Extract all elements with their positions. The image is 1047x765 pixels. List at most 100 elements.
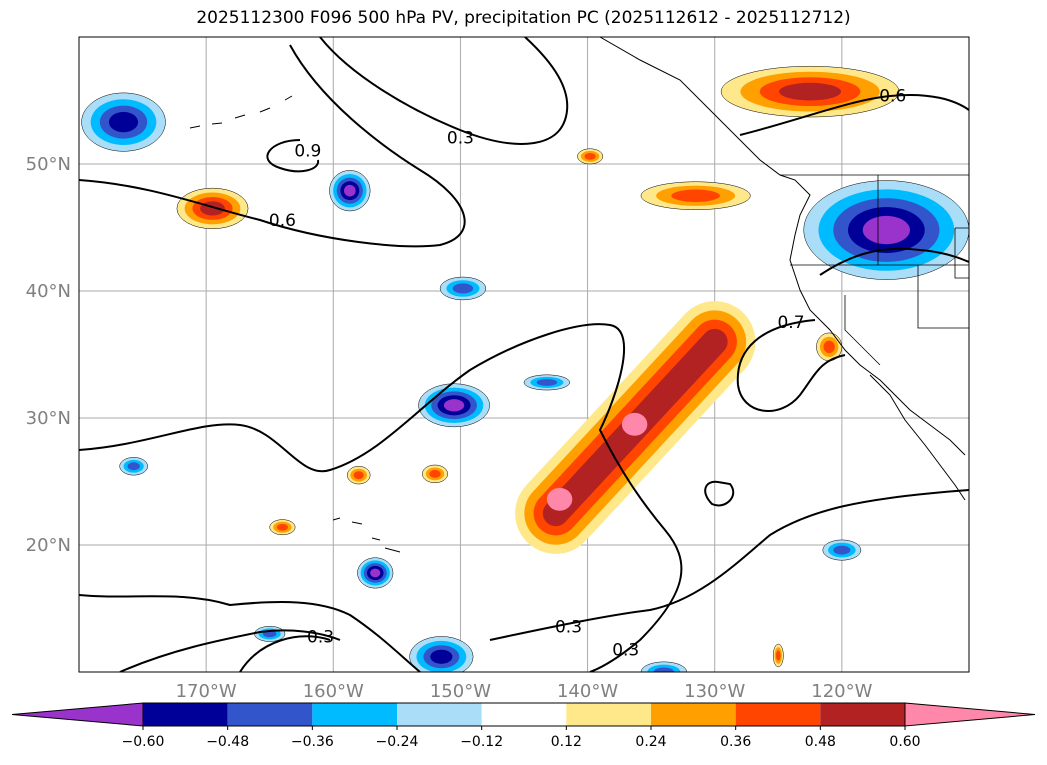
precip-level — [779, 82, 842, 101]
precip-level — [452, 283, 474, 294]
precip-blob — [119, 457, 148, 476]
colorbar-segment — [735, 703, 821, 726]
precip-blob — [176, 187, 249, 230]
contour-label: 0.3 — [555, 618, 582, 638]
contour-label: 0.3 — [447, 129, 474, 149]
x-axis-ticks: 170°W 160°W 150°W 140°W 130°W 120°W — [176, 681, 873, 702]
y-tick-label: 20°N — [26, 535, 71, 556]
x-tick-label: 120°W — [811, 681, 872, 702]
colorbar-tick-label: −0.24 — [376, 734, 419, 750]
colorbar-extend-low — [11, 702, 144, 727]
precip-level — [353, 471, 364, 480]
precip-level — [276, 523, 289, 531]
x-tick-label: 130°W — [684, 681, 745, 702]
contour-0.3-se — [489, 489, 969, 641]
colorbar-extend-high — [904, 702, 1036, 727]
precip-level — [430, 649, 453, 664]
map-frame — [78, 36, 970, 673]
precip-level — [823, 340, 835, 354]
precip-blob — [329, 170, 371, 212]
contour-label: 0.3 — [612, 640, 639, 660]
precip-blob — [422, 464, 448, 484]
precip-level — [443, 399, 465, 412]
pv-contours — [79, 37, 969, 672]
precip-blob — [816, 332, 843, 362]
contour-0.7 — [736, 319, 846, 412]
precip-blob — [822, 539, 862, 561]
precip-level — [536, 379, 558, 386]
x-tick-label: 160°W — [303, 681, 364, 702]
precip-blob — [772, 643, 784, 668]
colorbar-segment — [566, 703, 651, 726]
colorbar-segment — [312, 703, 397, 726]
colorbar-segment — [143, 703, 228, 726]
precip-blob — [640, 661, 687, 672]
alaska-coast — [599, 37, 966, 456]
contour-label: 0.7 — [777, 313, 804, 333]
precip-level — [776, 650, 781, 661]
colorbar-tick-label: −0.36 — [291, 734, 334, 750]
contour-0.6-east — [739, 93, 969, 136]
precip-blob — [357, 557, 394, 589]
contour-label: 0.6 — [879, 87, 906, 107]
contour-label: 0.9 — [294, 141, 321, 161]
precip-level — [671, 189, 720, 202]
precip-blob — [409, 636, 474, 672]
precip-band — [515, 301, 756, 554]
precip-blob — [347, 466, 371, 485]
precip-level — [344, 184, 356, 197]
colorbar: −0.60 −0.48 −0.36 −0.24 −0.12 0.12 0.24 0.36 0.4… — [11, 702, 1036, 750]
contour-0.6-west — [79, 44, 466, 248]
y-tick-label: 40°N — [26, 281, 71, 302]
precip-level — [862, 215, 910, 245]
precip-level — [127, 462, 140, 471]
x-tick-label: 140°W — [557, 681, 618, 702]
baja-coast — [869, 374, 966, 501]
contour-0.3-north — [319, 37, 569, 145]
colorbar-tick-label: 0.12 — [551, 734, 582, 750]
colorbar-tick-label: 0.60 — [889, 734, 920, 750]
colorbar-segment — [820, 703, 905, 726]
contour-label: 0.3 — [307, 628, 334, 648]
contour-0.9 — [266, 139, 320, 173]
y-tick-label: 50°N — [26, 154, 71, 175]
colorbar-tick-label: −0.12 — [460, 734, 503, 750]
colorbar-tick-label: 0.48 — [805, 734, 836, 750]
precip-level — [584, 152, 596, 160]
precip-blob — [640, 181, 751, 210]
x-tick-label: 150°W — [430, 681, 491, 702]
contour-0.6-east-lower — [819, 247, 969, 276]
precip-blob — [418, 383, 490, 428]
precip-blob — [81, 92, 166, 152]
contour-labels: 0.9 0.3 0.6 0.6 0.7 0.3 0.3 0.3 — [269, 87, 906, 661]
precip-level — [108, 111, 139, 133]
contour-0.3-south — [119, 629, 341, 672]
precip-blob — [269, 519, 296, 536]
y-axis-ticks: 20°N 30°N 40°N 50°N — [26, 154, 71, 556]
colorbar-tick-label: −0.48 — [206, 734, 249, 750]
precip-level — [429, 469, 441, 478]
precip-core — [621, 412, 648, 436]
precip-blob — [254, 626, 286, 642]
colorbar-segment — [481, 703, 567, 726]
precip-blob — [523, 374, 571, 391]
colorbar-tick-label: 0.24 — [635, 734, 666, 750]
contour-label: 0.6 — [269, 211, 296, 231]
colorbar-segment — [227, 703, 313, 726]
precip-blob — [439, 276, 487, 301]
contour-0.3-mid — [79, 323, 683, 672]
colorbar-tick-label: 0.36 — [720, 734, 751, 750]
precip-level — [370, 568, 381, 578]
colorbar-frame — [142, 702, 906, 727]
colorbar-tick-label: −0.60 — [122, 734, 165, 750]
precip-blob — [720, 65, 900, 118]
coastlines — [189, 37, 966, 553]
precip-level — [833, 545, 851, 555]
x-tick-label: 170°W — [176, 681, 237, 702]
precip-blob — [577, 148, 604, 165]
chart-title: 2025112300 F096 500 hPa PV, precipitatio… — [196, 8, 851, 28]
hawaii-islands — [332, 517, 401, 553]
precip-core — [546, 487, 573, 511]
colorbar-segment — [651, 703, 736, 726]
